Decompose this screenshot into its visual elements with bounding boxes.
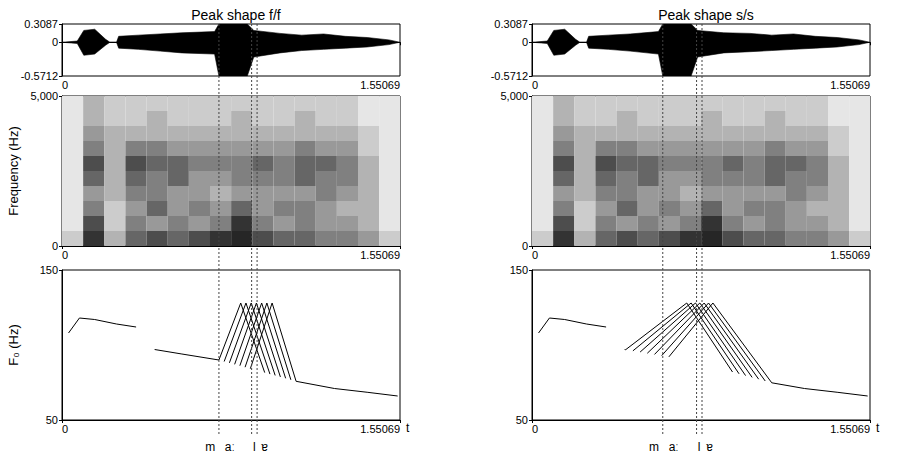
svg-text:ɐ: ɐ: [706, 440, 713, 454]
svg-text:150: 150: [510, 264, 528, 276]
svg-text:t: t: [876, 421, 880, 435]
svg-text:0: 0: [62, 423, 68, 435]
svg-text:150: 150: [40, 264, 58, 276]
svg-text:0: 0: [522, 36, 528, 48]
svg-text:0.3087: 0.3087: [494, 18, 528, 30]
svg-text:1.55069: 1.55069: [360, 423, 400, 435]
svg-text:l: l: [698, 440, 701, 454]
svg-text:t: t: [406, 421, 410, 435]
svg-text:m: m: [649, 440, 659, 454]
svg-text:-0.5712: -0.5712: [21, 70, 58, 82]
svg-text:50: 50: [46, 414, 58, 426]
svg-text:F₀ (Hz): F₀ (Hz): [6, 324, 21, 366]
svg-text:5,000: 5,000: [30, 90, 58, 102]
svg-text:0: 0: [52, 36, 58, 48]
svg-text:50: 50: [516, 414, 528, 426]
svg-text:0: 0: [52, 240, 58, 252]
svg-text:0: 0: [532, 79, 538, 91]
svg-text:m: m: [205, 440, 215, 454]
svg-text:-0.5712: -0.5712: [491, 70, 528, 82]
svg-text:1.55069: 1.55069: [830, 249, 870, 261]
svg-text:1.55069: 1.55069: [830, 79, 870, 91]
svg-text:5,000: 5,000: [500, 90, 528, 102]
svg-text:1.55069: 1.55069: [360, 79, 400, 91]
svg-text:aː: aː: [669, 440, 679, 454]
svg-text:0: 0: [532, 249, 538, 261]
svg-text:1.55069: 1.55069: [360, 249, 400, 261]
svg-text:ɐ: ɐ: [261, 440, 268, 454]
svg-text:l: l: [253, 440, 256, 454]
svg-text:0: 0: [522, 240, 528, 252]
svg-text:aː: aː: [225, 440, 235, 454]
svg-text:0.3087: 0.3087: [24, 18, 58, 30]
svg-text:Frequency (Hz): Frequency (Hz): [6, 126, 21, 216]
svg-text:1.55069: 1.55069: [830, 423, 870, 435]
svg-text:0: 0: [62, 79, 68, 91]
svg-text:Peak shape f/f: Peak shape f/f: [191, 7, 281, 23]
svg-text:0: 0: [532, 423, 538, 435]
svg-text:0: 0: [62, 249, 68, 261]
svg-text:Peak shape s/s: Peak shape s/s: [658, 7, 754, 23]
